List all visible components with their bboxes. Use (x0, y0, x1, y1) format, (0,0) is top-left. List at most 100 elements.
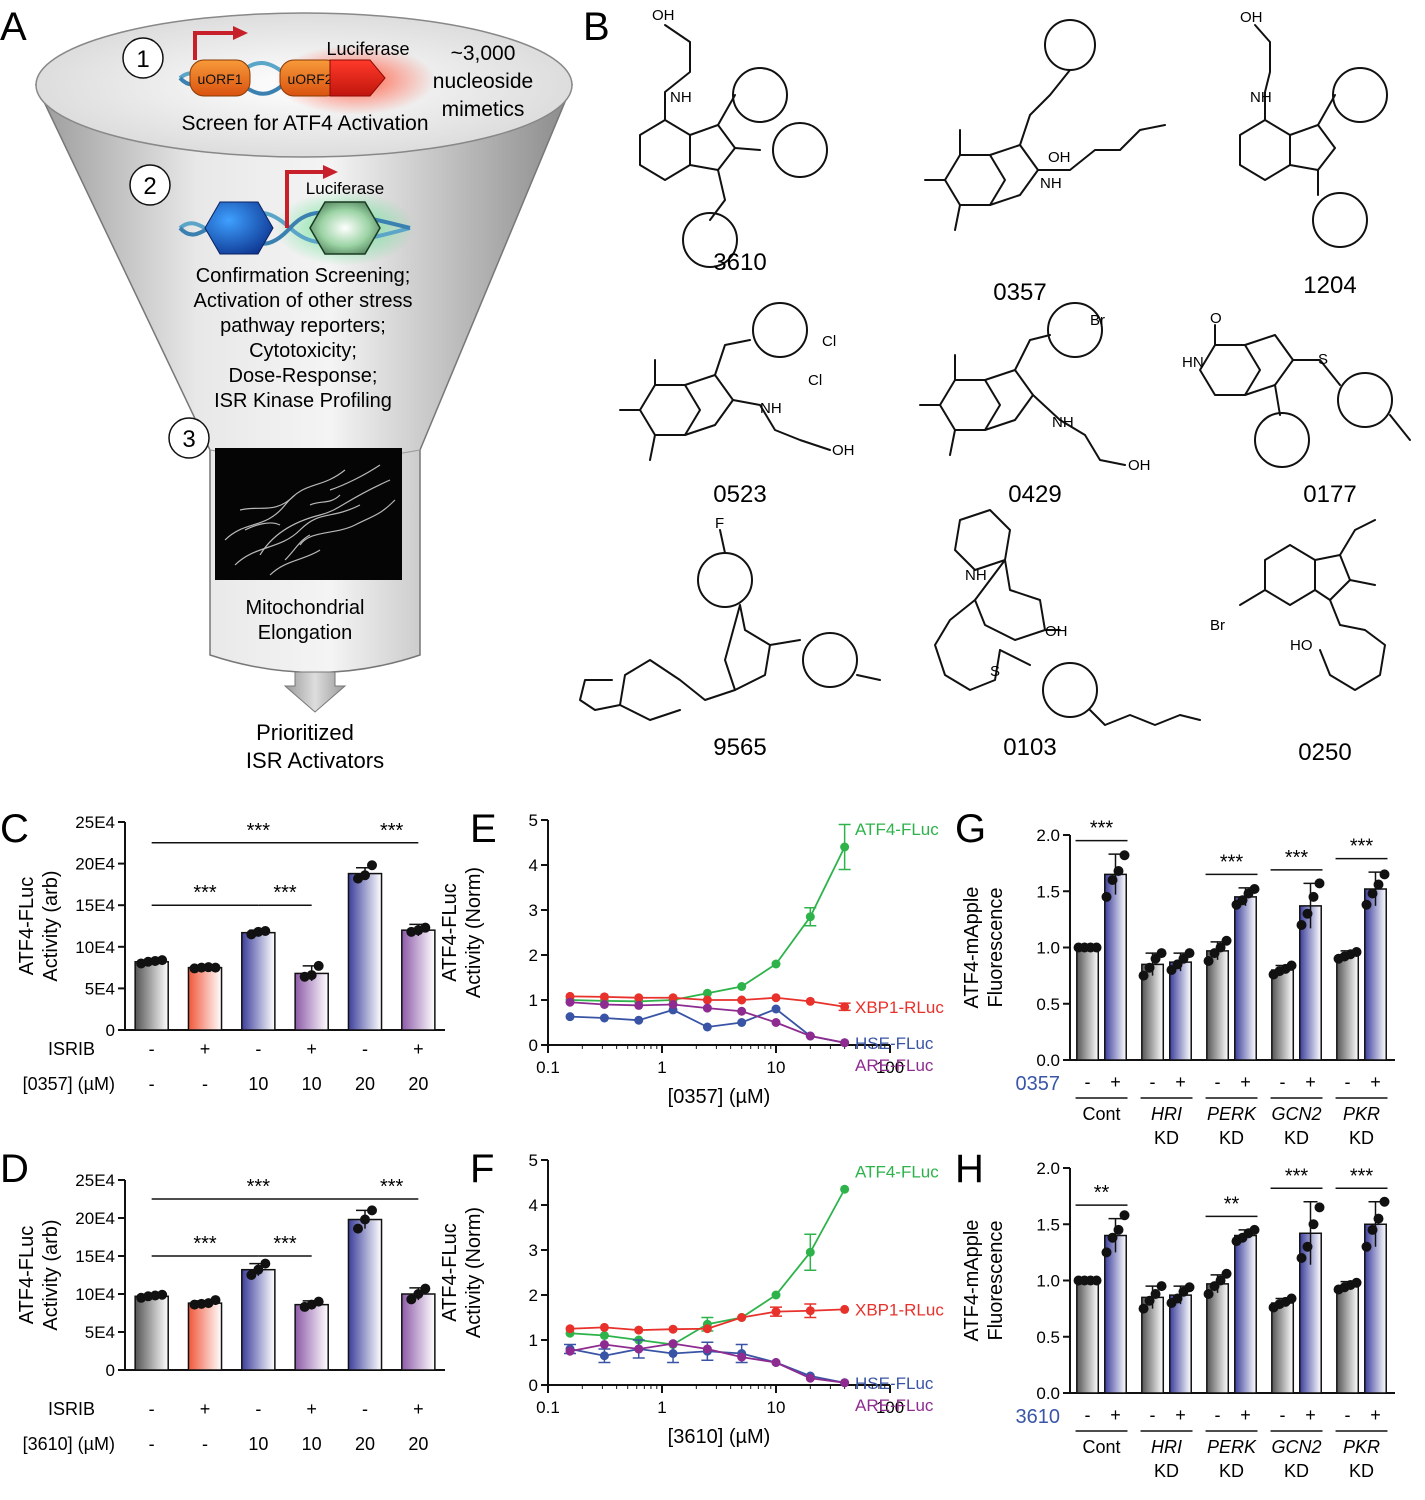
data-point (668, 1324, 678, 1334)
x-axis-label: [3610] (µM) (668, 1426, 771, 1448)
y-tick-label: 15E4 (75, 1247, 115, 1266)
data-point (1314, 1202, 1325, 1213)
group-kd-label: KD (1284, 1461, 1309, 1481)
treatment-sign: + (1370, 1072, 1381, 1092)
atom-oh-1204: OH (1240, 9, 1263, 26)
y-tick-label: 0 (106, 1361, 115, 1380)
data-point (1101, 1247, 1112, 1258)
treatment-sign: - (1280, 1405, 1286, 1425)
data-point (1150, 1289, 1161, 1299)
data-point (360, 870, 370, 881)
data-point (420, 1283, 431, 1294)
compound-label-9565: 9565 (713, 734, 766, 761)
dose-value: - (202, 1434, 208, 1454)
uorf2-label: uORF2 (287, 71, 332, 87)
y-tick-label: 3 (529, 901, 538, 920)
data-point (771, 959, 781, 969)
x-tick-label: 0.1 (536, 1398, 560, 1417)
panel-letter-d: D (0, 1147, 29, 1191)
data-point (1361, 1241, 1372, 1252)
series-line (569, 846, 846, 1003)
y-tick-label: 3 (529, 1241, 538, 1260)
data-point (634, 1000, 644, 1010)
x-tick-label: 100 (876, 1398, 904, 1417)
data-point (1367, 888, 1378, 899)
data-point (1138, 970, 1149, 981)
data-point (805, 912, 815, 922)
data-point (668, 1000, 678, 1009)
data-point (737, 1313, 747, 1322)
series-label: XBP1-RLuc (855, 998, 944, 1017)
bar (134, 961, 169, 1031)
data-point (668, 993, 678, 1003)
data-point (805, 1247, 815, 1257)
bar (187, 1302, 223, 1371)
significance-label: *** (247, 1176, 271, 1198)
data-point (210, 962, 221, 973)
bar (294, 1303, 329, 1371)
compound-label-0429: 0429 (1008, 481, 1061, 508)
data-point (840, 1002, 850, 1012)
step-3-badge (168, 417, 210, 459)
isrib-sign: + (200, 1039, 211, 1059)
panel-letter-e: E (470, 807, 497, 851)
y-axis-label: Activity (Norm) (463, 1207, 485, 1338)
significance-label: ** (1224, 1193, 1240, 1215)
y-axis-label: ATF4-FLuc (16, 1226, 38, 1325)
atom-oh-0523: OH (832, 442, 855, 459)
y-tick-label: 5 (529, 811, 538, 830)
data-point (702, 1324, 712, 1334)
isrib-sign: + (413, 1399, 424, 1419)
data-point (565, 1324, 575, 1334)
data-point (406, 1294, 417, 1305)
data-point (737, 1352, 747, 1362)
data-point (1144, 962, 1155, 973)
data-point (1296, 1253, 1307, 1263)
data-point (1156, 1281, 1167, 1292)
data-point (1107, 875, 1118, 885)
y-tick-label: 0.0 (1036, 1051, 1060, 1070)
treatment-sign: + (1305, 1072, 1316, 1092)
data-point (1107, 1232, 1118, 1243)
data-point (157, 955, 168, 966)
atom-br-0250: Br (1210, 617, 1225, 634)
data-point (1091, 1275, 1102, 1286)
isrib-sign: + (413, 1039, 424, 1059)
isrib-sign: - (362, 1399, 368, 1419)
data-point (805, 1373, 815, 1383)
promoter-arrowhead-2 (323, 165, 338, 179)
data-point (1101, 891, 1112, 902)
treatment-sign: + (1370, 1405, 1381, 1425)
atom-s-0103: S (990, 663, 1000, 680)
atom-nh-0429: NH (1052, 414, 1074, 431)
data-point (668, 1349, 678, 1358)
y-tick-label: 2 (529, 946, 538, 965)
data-point (634, 1015, 644, 1025)
y-tick-label: 4 (529, 856, 538, 875)
data-point (313, 960, 324, 971)
data-point (1249, 1224, 1260, 1235)
data-point (771, 1018, 781, 1027)
treatment-sign: + (1110, 1072, 1121, 1092)
data-point (599, 1351, 609, 1361)
treatment-sign: - (1150, 1405, 1156, 1425)
atom-nh-0523: NH (760, 400, 782, 417)
step-2-line-4: Cytotoxicity; (249, 340, 357, 362)
bar (1104, 873, 1127, 1061)
data-point (1351, 947, 1362, 957)
panel-letter-a: A (0, 5, 27, 49)
data-point (565, 1346, 575, 1356)
data-point (1314, 878, 1325, 889)
data-point (413, 1289, 424, 1299)
panel-letter-c: C (0, 807, 29, 851)
atom-ho-0250: HO (1290, 637, 1313, 654)
library-line-3: mimetics (442, 98, 525, 121)
significance-label: ** (1094, 1182, 1110, 1204)
y-tick-label: 25E4 (75, 813, 115, 832)
bar (1169, 961, 1192, 1061)
data-point (702, 1344, 712, 1354)
treatment-sign: - (1345, 1405, 1351, 1425)
data-point (1091, 942, 1102, 953)
dose-value: 10 (302, 1074, 322, 1094)
data-point (599, 1013, 609, 1023)
